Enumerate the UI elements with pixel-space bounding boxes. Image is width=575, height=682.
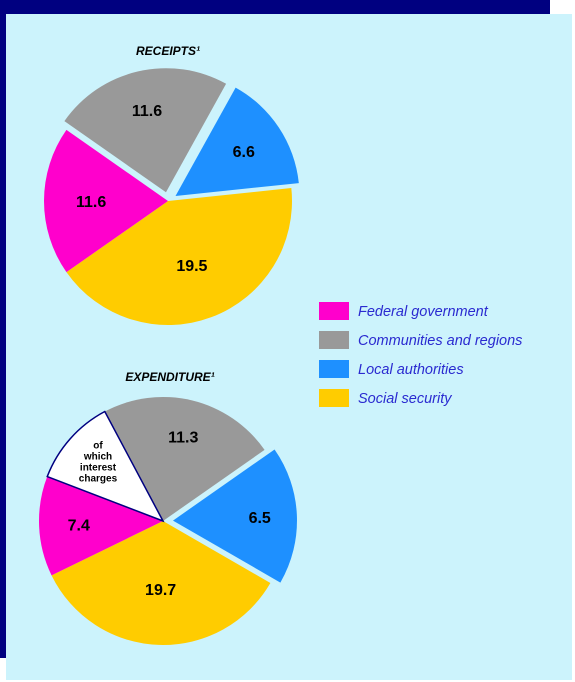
expenditure-interest-label-line: which — [83, 451, 112, 462]
legend-swatch-communities — [319, 331, 349, 349]
legend-swatch-local — [319, 360, 349, 378]
expenditure-interest-label-line: charges — [79, 473, 118, 484]
legend-swatch-federal — [319, 302, 349, 320]
expenditure-value-local-authorities: 6.5 — [249, 510, 271, 527]
expenditure-title: EXPENDITURE¹ — [125, 370, 214, 384]
expenditure-interest-label-line: of — [93, 440, 103, 451]
legend-label-communities: Communities and regions — [358, 333, 522, 349]
receipts-slice-local-authorities — [175, 87, 299, 197]
legend-label-federal: Federal government — [358, 304, 489, 320]
expenditure-slice-of-which-interest-charges — [46, 410, 165, 523]
expenditure-value-communities-and-regions: 11.3 — [168, 430, 198, 447]
expenditure-value-social-security: 19.7 — [145, 582, 176, 599]
receipts-title: RECEIPTS¹ — [136, 44, 200, 58]
receipts-value-social-security: 19.5 — [176, 258, 207, 275]
receipts-slice-social-security — [66, 188, 292, 325]
receipts-slice-federal-government — [43, 129, 168, 273]
legend-label-local: Local authorities — [358, 362, 464, 378]
expenditure-slice-social-security — [51, 521, 271, 645]
expenditure-interest-label-line: interest — [80, 462, 117, 473]
legend: Federal government Communities and regio… — [319, 302, 522, 407]
receipts-pie: 11.6 6.6 19.5 11.6 — [43, 68, 299, 325]
expenditure-slice-communities-and-regions — [104, 397, 265, 521]
legend-swatch-social — [319, 389, 349, 407]
expenditure-slice-federal-government — [38, 476, 164, 576]
legend-label-social: Social security — [358, 391, 452, 407]
receipts-value-federal-government: 11.6 — [76, 194, 106, 211]
receipts-slice-communities-and-regions — [64, 68, 227, 193]
receipts-value-local-authorities: 6.6 — [233, 144, 255, 161]
expenditure-value-federal-government: 7.4 — [68, 518, 90, 535]
receipts-value-communities-and-regions: 11.6 — [132, 103, 162, 120]
expenditure-slice-local-authorities — [172, 449, 297, 583]
